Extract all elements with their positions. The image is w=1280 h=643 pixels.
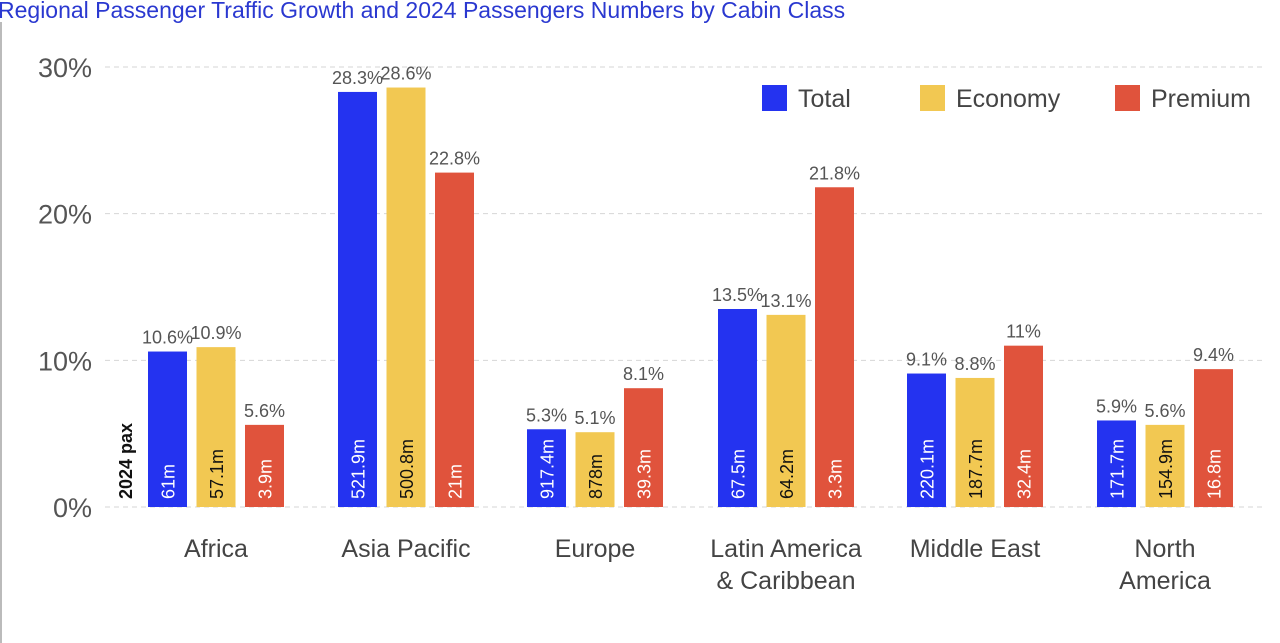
pax-label: 32.4m [1015, 449, 1035, 499]
pax-label: 878m [586, 454, 606, 499]
value-label: 28.3% [332, 68, 383, 88]
bar-premium [435, 172, 474, 507]
legend-swatch-economy [920, 85, 945, 111]
bar-total [148, 351, 187, 507]
legend-label-economy: Economy [956, 85, 1061, 113]
value-label: 8.8% [954, 354, 995, 374]
value-label: 11% [1006, 322, 1041, 342]
bar-total [338, 91, 377, 507]
x-tick-label: & Caribbean [717, 567, 856, 595]
pax-axis-label: 2024 pax [116, 423, 136, 499]
bar-economy [196, 347, 236, 507]
pax-label: 154.9m [1156, 439, 1176, 499]
value-label: 21.8% [809, 163, 860, 183]
left-border [0, 22, 2, 643]
bar-total [527, 429, 566, 507]
bar-economy [1145, 424, 1185, 507]
value-label: 5.6% [1144, 401, 1185, 421]
y-tick-label: 10% [38, 346, 92, 376]
value-label: 9.1% [906, 350, 947, 370]
bar-economy [575, 432, 615, 507]
value-label: 28.6% [380, 64, 431, 84]
pax-label: 21m [446, 464, 466, 499]
y-tick-label: 30% [38, 53, 92, 83]
chart-title: Regional Passenger Traffic Growth and 20… [0, 0, 846, 23]
pax-label: 500.8m [397, 439, 417, 499]
value-label: 13.5% [712, 285, 763, 305]
value-label: 9.4% [1193, 345, 1234, 365]
value-label: 5.1% [574, 408, 615, 428]
value-label: 22.8% [429, 149, 480, 169]
x-tick-label: Middle East [910, 535, 1041, 563]
pax-label: 64.2m [777, 449, 797, 499]
value-label: 5.3% [526, 405, 567, 425]
y-tick-label: 0% [53, 493, 92, 523]
legend-label-premium: Premium [1151, 85, 1251, 113]
y-tick-label: 20% [38, 200, 92, 230]
pax-label: 16.8m [1205, 449, 1225, 499]
x-tick-label: Asia Pacific [341, 535, 470, 563]
pax-label: 67.5m [729, 449, 749, 499]
bar-premium [1004, 345, 1043, 507]
value-label: 5.9% [1096, 396, 1137, 416]
bar-premium [245, 424, 284, 507]
bar-economy [955, 377, 995, 507]
pax-label: 171.7m [1108, 439, 1128, 499]
pax-label: 917.4m [538, 439, 558, 499]
pax-label: 57.1m [207, 449, 227, 499]
pax-label: 3.3m [826, 459, 846, 499]
value-label: 10.9% [190, 323, 241, 343]
bar-total [718, 309, 757, 507]
pax-label: 521.9m [349, 439, 369, 499]
bar-total [1097, 420, 1136, 507]
bar-economy [386, 87, 426, 508]
pax-label: 39.3m [635, 449, 655, 499]
bar-total [907, 373, 946, 507]
value-label: 5.6% [244, 401, 285, 421]
legend-swatch-premium [1115, 85, 1140, 111]
x-tick-label: America [1119, 567, 1211, 595]
bar-premium [624, 388, 663, 507]
pax-label: 187.7m [966, 439, 986, 499]
bar-premium [815, 187, 854, 507]
value-label: 10.6% [142, 328, 193, 348]
bar-economy [766, 314, 806, 507]
x-tick-label: North [1134, 535, 1195, 563]
x-tick-label: Latin America [710, 535, 862, 563]
pax-label: 3.9m [256, 459, 276, 499]
pax-label: 220.1m [918, 439, 938, 499]
bar-premium [1194, 369, 1233, 507]
legend-swatch-total [762, 85, 787, 111]
value-label: 8.1% [623, 364, 664, 384]
value-label: 13.1% [760, 291, 811, 311]
legend-label-total: Total [798, 85, 851, 113]
x-tick-label: Africa [184, 535, 248, 563]
x-tick-label: Europe [555, 535, 636, 563]
pax-label: 61m [159, 464, 179, 499]
